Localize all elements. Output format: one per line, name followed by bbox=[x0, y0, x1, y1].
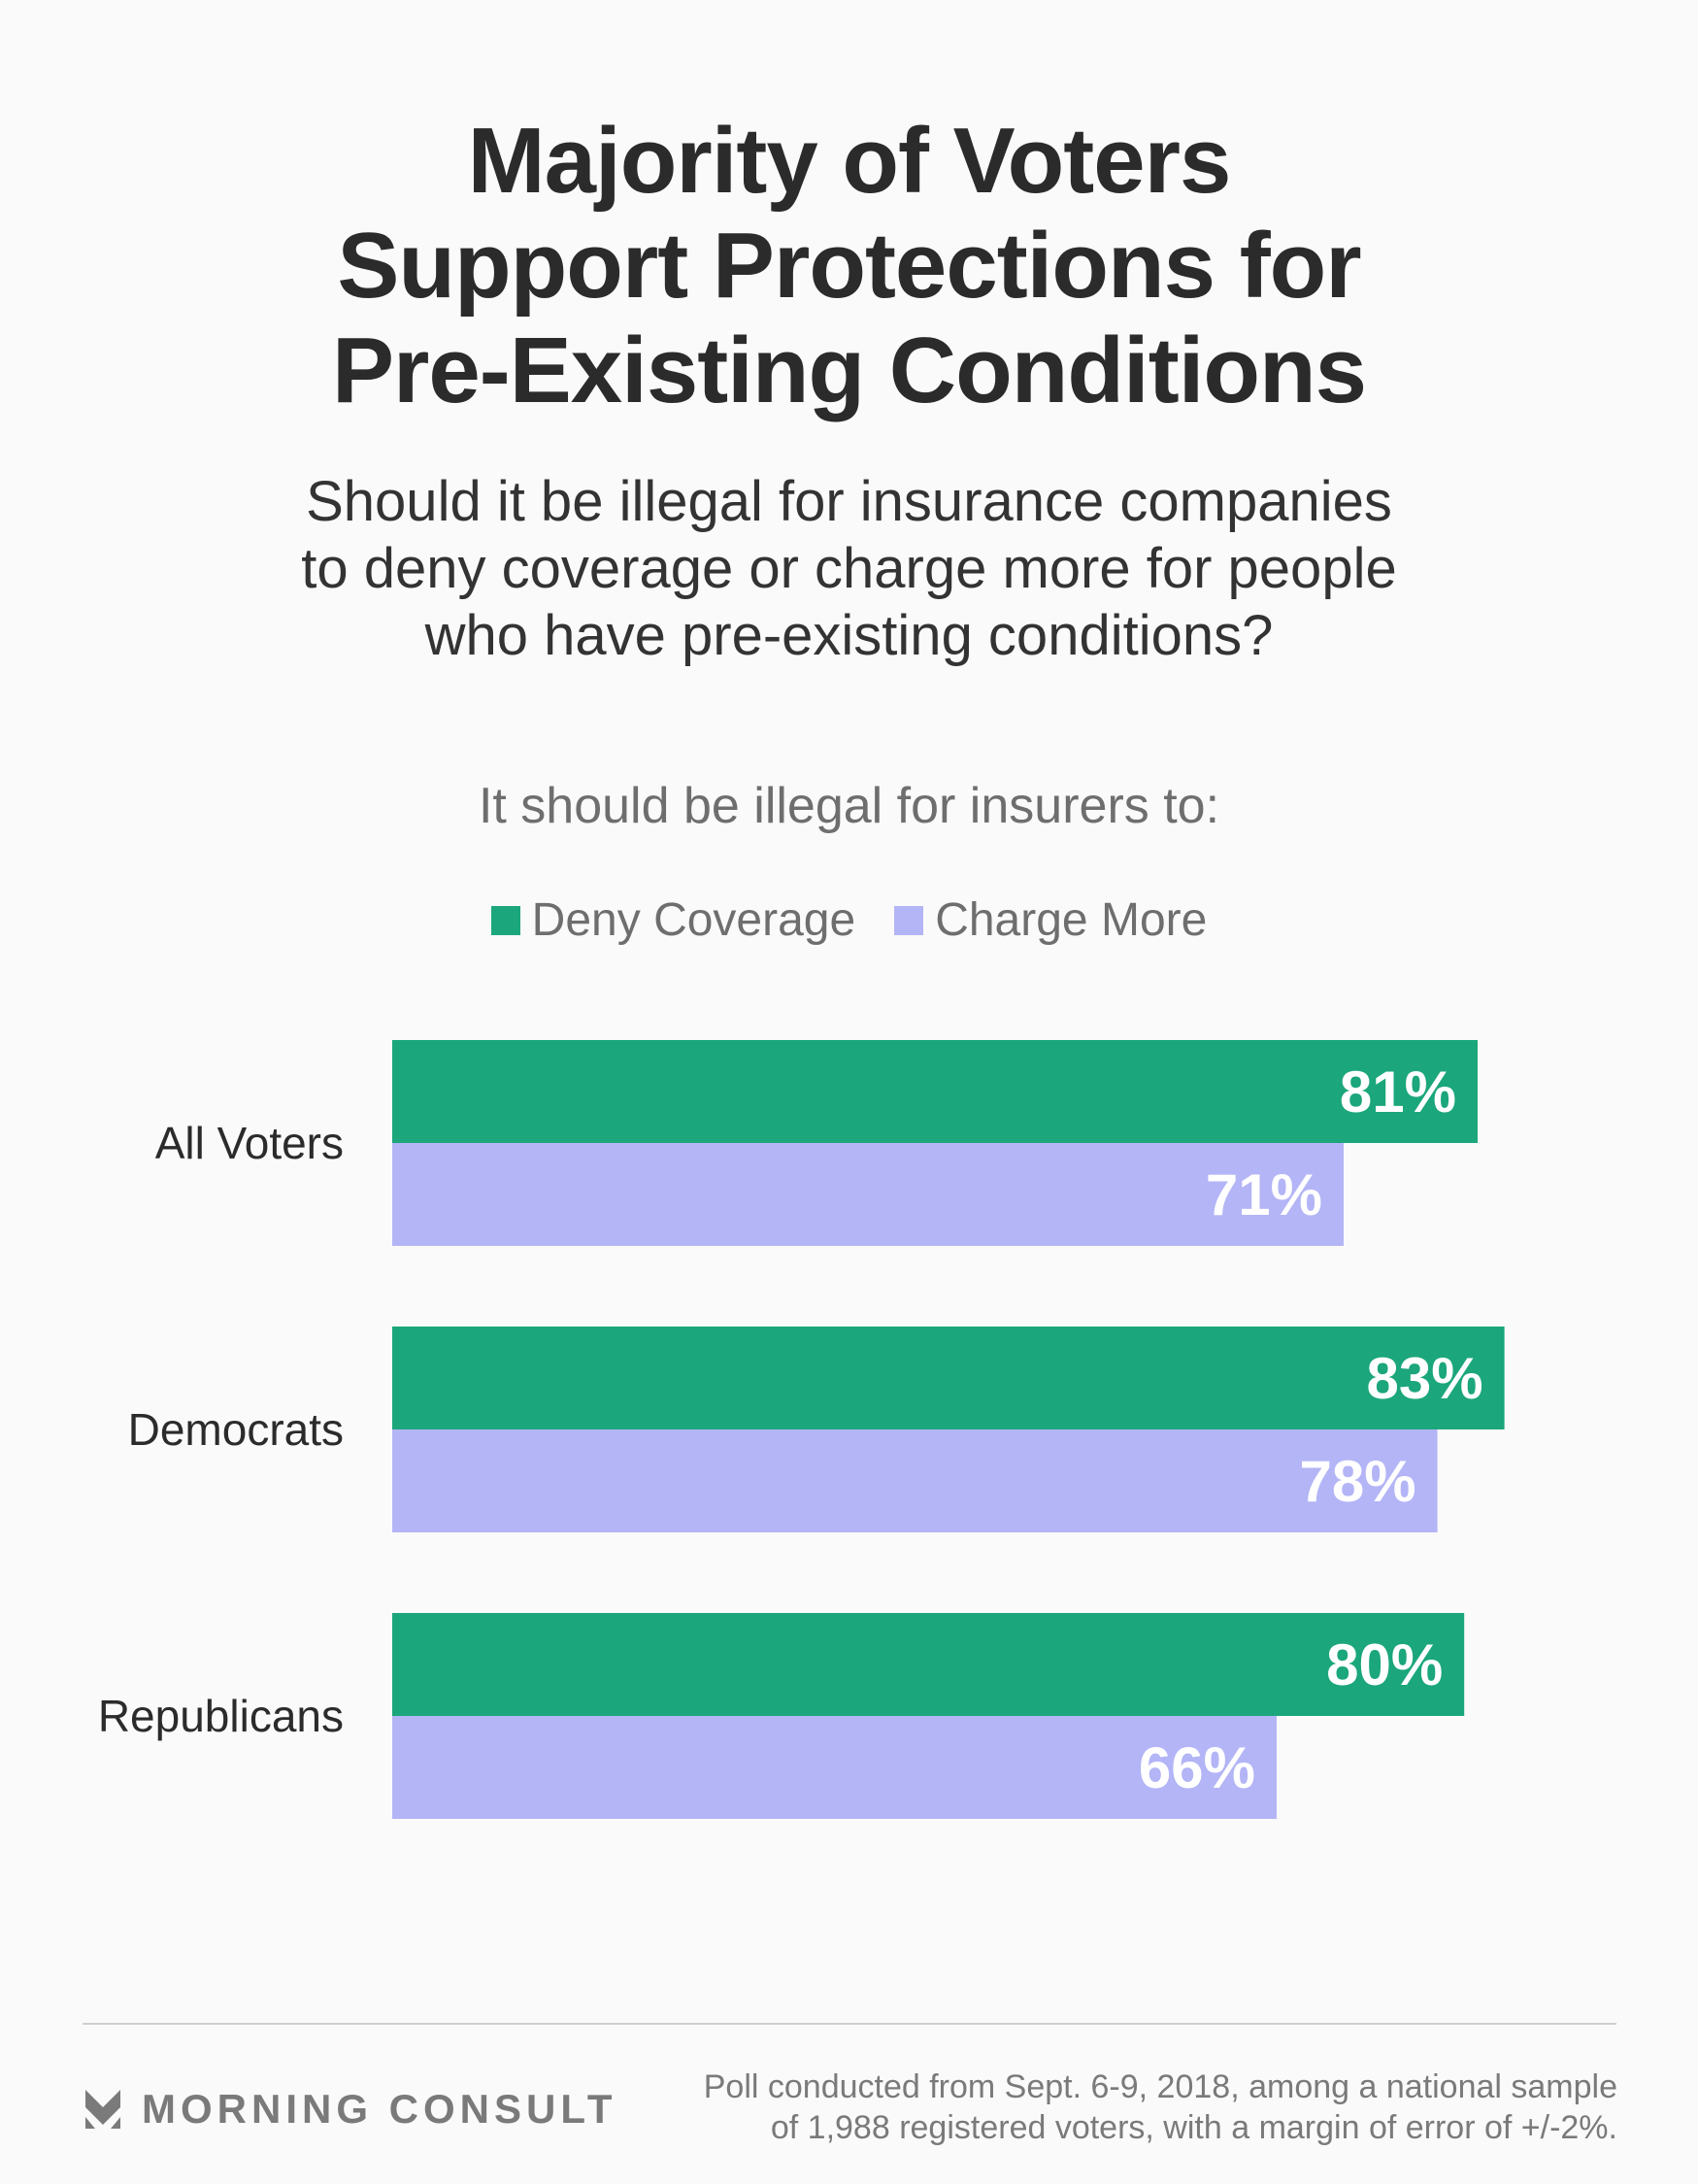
brand-name: MORNING CONSULT bbox=[142, 2086, 617, 2132]
category-label-all-voters: All Voters bbox=[155, 1118, 344, 1168]
morning-consult-chevron-icon bbox=[85, 2090, 120, 2129]
value-label-republicans-deny-coverage: 80% bbox=[1326, 1632, 1443, 1697]
legend: Deny Coverage Charge More bbox=[0, 893, 1698, 947]
bar-democrats-charge-more bbox=[392, 1429, 1438, 1532]
category-label-democrats: Democrats bbox=[128, 1404, 344, 1455]
source-line: of 1,988 registered voters, with a margi… bbox=[770, 2109, 1617, 2146]
source-note: Poll conducted from Sept. 6-9, 2018, amo… bbox=[704, 2066, 1617, 2148]
question-line: who have pre-existing conditions? bbox=[424, 604, 1274, 667]
title-line: Pre-Existing Conditions bbox=[331, 319, 1367, 422]
bar-democrats-deny-coverage bbox=[392, 1327, 1505, 1429]
bar-all-voters-charge-more bbox=[392, 1143, 1344, 1246]
bar-all-voters-deny-coverage bbox=[392, 1040, 1478, 1143]
legend-label: Deny Coverage bbox=[531, 894, 856, 946]
footer-divider bbox=[83, 2023, 1616, 2025]
morning-consult-logo: MORNING CONSULT bbox=[85, 2086, 617, 2133]
bar-republicans-deny-coverage bbox=[392, 1613, 1465, 1716]
category-label-republicans: Republicans bbox=[98, 1691, 344, 1741]
legend-swatch-charge-more bbox=[894, 905, 924, 935]
value-label-all-voters-deny-coverage: 81% bbox=[1340, 1059, 1456, 1125]
value-label-republicans-charge-more: 66% bbox=[1139, 1735, 1255, 1800]
title-line: Support Protections for bbox=[337, 214, 1361, 318]
legend-swatch-deny-coverage bbox=[490, 905, 520, 935]
title-line: Majority of Voters bbox=[467, 109, 1232, 213]
legend-item-deny-coverage: Deny Coverage bbox=[490, 893, 856, 947]
survey-question: Should it be illegal for insurance compa… bbox=[0, 468, 1698, 669]
chart-subtitle: It should be illegal for insurers to: bbox=[478, 778, 1220, 834]
question-line: Should it be illegal for insurance compa… bbox=[306, 470, 1392, 533]
value-label-democrats-deny-coverage: 83% bbox=[1367, 1346, 1483, 1411]
legend-label: Charge More bbox=[935, 894, 1208, 946]
legend-item-charge-more: Charge More bbox=[894, 893, 1207, 947]
question-line: to deny coverage or charge more for peop… bbox=[301, 537, 1397, 600]
value-label-all-voters-charge-more: 71% bbox=[1206, 1162, 1322, 1227]
chart-title: Majority of Voters Support Protections f… bbox=[0, 109, 1698, 423]
bar-republicans-charge-more bbox=[392, 1716, 1277, 1819]
value-label-democrats-charge-more: 78% bbox=[1299, 1449, 1415, 1514]
source-line: Poll conducted from Sept. 6-9, 2018, amo… bbox=[703, 2068, 1617, 2105]
